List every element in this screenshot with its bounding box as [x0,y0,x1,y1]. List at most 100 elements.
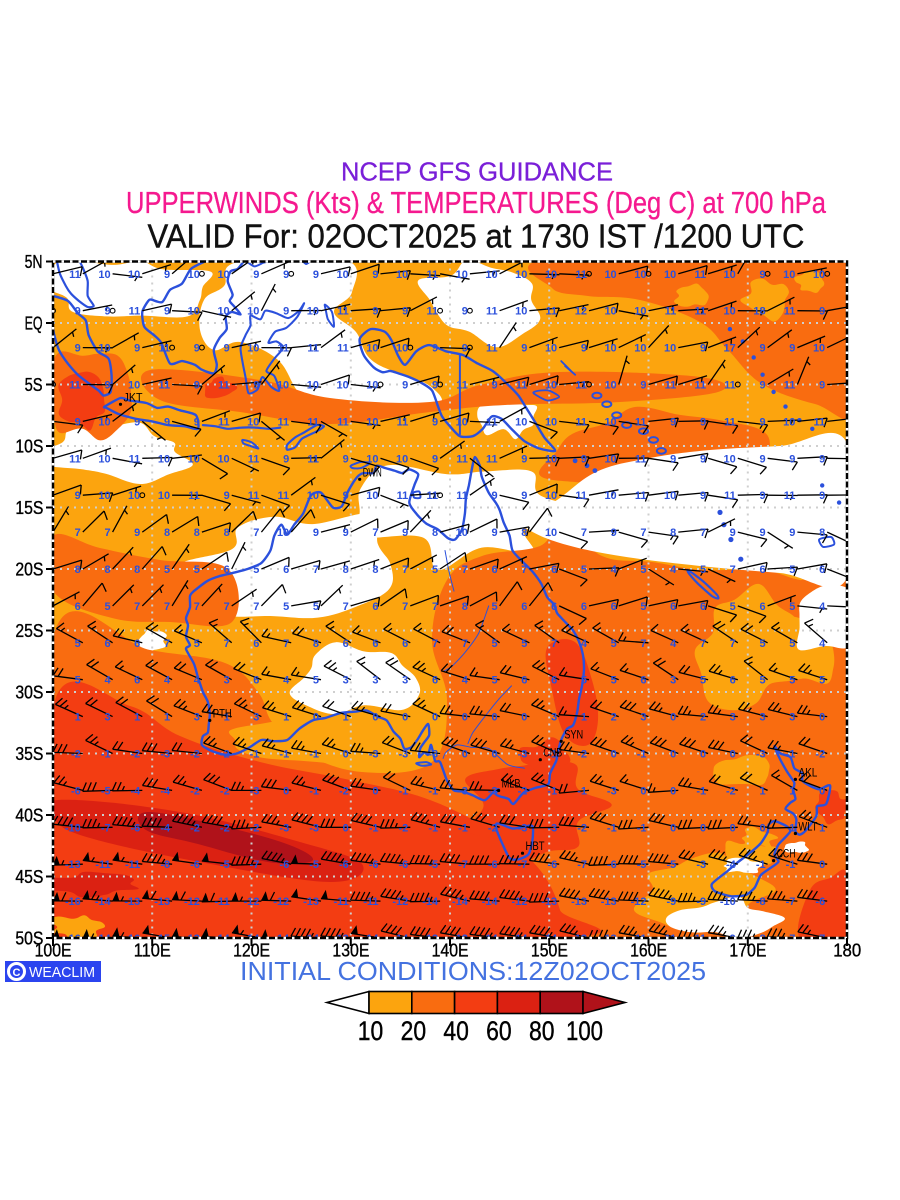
svg-text:6: 6 [551,601,557,613]
svg-text:9: 9 [194,343,200,355]
svg-text:5: 5 [491,601,497,613]
svg-text:9: 9 [670,453,676,465]
svg-text:3: 3 [670,675,676,687]
svg-text:10: 10 [396,343,408,355]
svg-text:10: 10 [634,269,646,281]
svg-text:0: 0 [700,749,706,761]
svg-text:9: 9 [670,416,676,428]
svg-text:5N: 5N [25,252,43,272]
svg-text:9: 9 [343,453,349,465]
svg-text:10: 10 [604,453,616,465]
svg-text:9: 9 [759,527,765,539]
svg-text:-1: -1 [250,749,260,761]
svg-text:-16: -16 [124,933,140,945]
svg-text:3: 3 [194,712,200,724]
svg-text:0: 0 [372,712,378,724]
svg-text:6: 6 [521,675,527,687]
svg-text:-5: -5 [637,859,647,871]
svg-text:-2: -2 [190,785,200,797]
svg-text:-1: -1 [428,785,438,797]
svg-text:10: 10 [604,269,616,281]
svg-text:-2: -2 [220,785,230,797]
svg-text:5: 5 [283,601,289,613]
svg-text:-11: -11 [363,896,378,908]
svg-text:-5: -5 [101,785,111,797]
svg-text:-9: -9 [726,933,736,945]
svg-text:9: 9 [759,416,765,428]
svg-text:9: 9 [700,453,706,465]
svg-text:DWN: DWN [363,467,382,479]
svg-text:11: 11 [426,306,438,318]
svg-text:11: 11 [784,490,796,502]
svg-text:-14: -14 [482,933,499,945]
svg-text:10: 10 [485,269,497,281]
svg-text:-4: -4 [131,785,142,797]
svg-text:6: 6 [432,675,438,687]
svg-text:5: 5 [581,564,587,576]
svg-text:-2: -2 [71,749,81,761]
svg-text:-11: -11 [661,933,676,945]
svg-text:0: 0 [670,712,676,724]
svg-text:10: 10 [604,416,616,428]
svg-text:-13: -13 [124,896,140,908]
svg-text:-2: -2 [488,822,498,834]
svg-text:-15: -15 [154,933,170,945]
svg-text:0: 0 [730,749,736,761]
svg-text:9: 9 [224,490,230,502]
svg-text:5: 5 [789,564,795,576]
svg-text:25S: 25S [15,621,43,641]
svg-text:10: 10 [545,343,557,355]
svg-text:EQ: EQ [25,314,43,334]
svg-text:-1: -1 [428,822,438,834]
svg-text:10: 10 [545,453,557,465]
svg-text:180: 180 [833,941,861,961]
svg-text:-12: -12 [511,896,527,908]
svg-text:10: 10 [188,269,200,281]
svg-text:-5: -5 [309,859,319,871]
svg-text:9: 9 [700,343,706,355]
svg-text:-2: -2 [339,785,349,797]
svg-text:11: 11 [724,490,736,502]
svg-text:9: 9 [164,306,170,318]
svg-text:10: 10 [724,453,736,465]
svg-text:6: 6 [224,564,230,576]
svg-text:8: 8 [224,527,230,539]
svg-text:10: 10 [98,343,110,355]
svg-text:10: 10 [358,1016,384,1046]
svg-text:-7: -7 [786,896,796,908]
svg-text:9: 9 [759,453,765,465]
svg-text:CNB: CNB [543,748,562,760]
svg-text:5: 5 [640,601,646,613]
svg-text:9: 9 [313,527,319,539]
svg-text:-13: -13 [601,896,617,908]
svg-text:-4: -4 [726,859,737,871]
svg-text:7: 7 [134,601,140,613]
svg-text:3: 3 [402,675,408,687]
svg-text:-1: -1 [637,822,647,834]
svg-text:11: 11 [784,306,796,318]
svg-text:6: 6 [491,564,497,576]
svg-text:8: 8 [819,527,825,539]
svg-text:8: 8 [134,564,140,576]
svg-text:-7: -7 [786,933,796,945]
svg-text:-6: -6 [131,822,141,834]
svg-text:9: 9 [789,453,795,465]
svg-text:7: 7 [640,638,646,650]
svg-text:8: 8 [521,527,527,539]
svg-text:9: 9 [134,416,140,428]
svg-text:JKT: JKT [124,392,143,404]
svg-text:1: 1 [224,712,230,724]
svg-text:5: 5 [491,638,497,650]
svg-text:5: 5 [700,675,706,687]
svg-text:10: 10 [217,306,229,318]
svg-text:-14: -14 [363,933,380,945]
svg-text:4: 4 [819,638,826,650]
svg-text:-6: -6 [339,859,349,871]
svg-text:11: 11 [337,416,349,428]
svg-text:4: 4 [581,638,588,650]
svg-text:11: 11 [486,306,498,318]
svg-text:0: 0 [670,749,676,761]
svg-text:110E: 110E [134,941,171,961]
svg-text:11: 11 [575,490,587,502]
svg-text:9: 9 [432,416,438,428]
